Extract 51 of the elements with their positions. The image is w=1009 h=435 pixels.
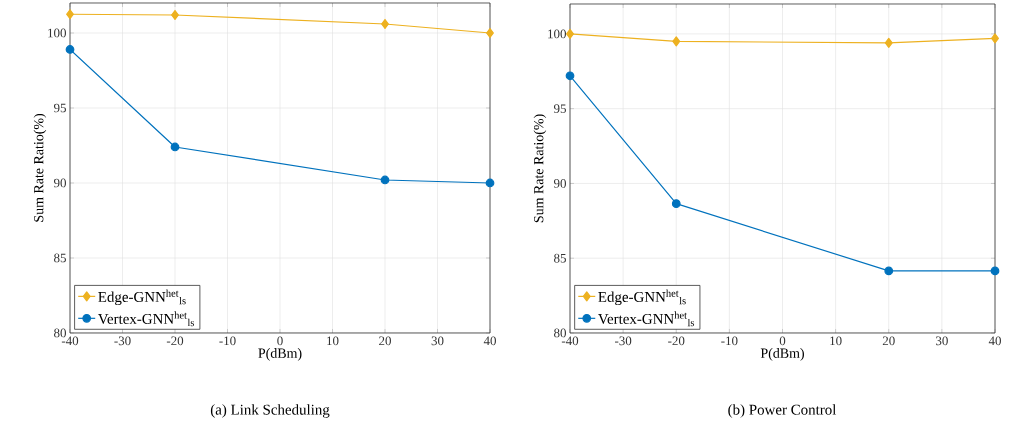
y-tick-label: 95 [53,103,66,113]
x-tick-label: 20 [379,336,391,346]
point [566,28,574,39]
point [672,36,681,47]
x-tick-label: -20 [166,336,184,346]
point [991,33,999,44]
x-tick-label: -40 [61,336,79,346]
x-tick-label: 40 [483,336,496,346]
x-tick-label: 0 [779,336,786,346]
x-tick-label: 10 [327,336,339,346]
legend-label: Vertex-GNN$^{het}$ls [598,311,695,327]
x-tick-label: 30 [431,336,444,346]
point [66,9,74,20]
point [671,199,681,209]
point [565,71,575,81]
x-tick-label: -30 [614,336,632,346]
x-tick-label: -30 [114,336,131,346]
y-axis-title: Sum Rate Ratio(%) [533,114,547,223]
x-axis-title: P(dBm) [258,348,302,361]
y-tick-label: 100 [548,29,566,39]
x-tick-label: 30 [936,336,948,346]
point [170,142,180,152]
x-tick-label: 10 [830,336,842,346]
x-tick-label: -40 [561,336,579,346]
x-tick-label: 40 [988,336,1001,346]
y-tick-label: 80 [54,328,66,338]
x-tick-label: -10 [721,336,738,346]
text: (b) Power Control [728,404,837,418]
text: (a) Link Scheduling [210,404,330,418]
point [380,175,390,185]
legend-label: Edge-GNN$^{het}$ls [598,289,686,306]
x-tick-label: 20 [882,336,895,346]
y-axis-title: Sum Rate Ratio(%) [33,113,47,222]
y-tick-label: 85 [54,253,66,263]
point [884,37,893,48]
point [884,266,894,276]
y-tick-label: 80 [554,328,566,338]
legend-label: Edge-GNN$^{het}$ls [98,289,186,306]
x-axis-title: P(dBm) [760,348,804,361]
y-tick-label: 90 [553,179,566,188]
x-tick-label: -20 [668,336,685,346]
x-tick-label: -10 [219,336,236,346]
y-tick-label: 90 [53,178,66,188]
y-tick-label: 85 [554,253,566,263]
x-tick-label: 0 [277,336,283,346]
y-tick-label: 100 [48,28,66,38]
point [65,45,75,54]
point [990,266,1000,276]
legend-label: Vertex-GNN$^{het}$ls [97,311,195,327]
point [485,178,495,188]
y-tick-label: 95 [553,104,566,114]
